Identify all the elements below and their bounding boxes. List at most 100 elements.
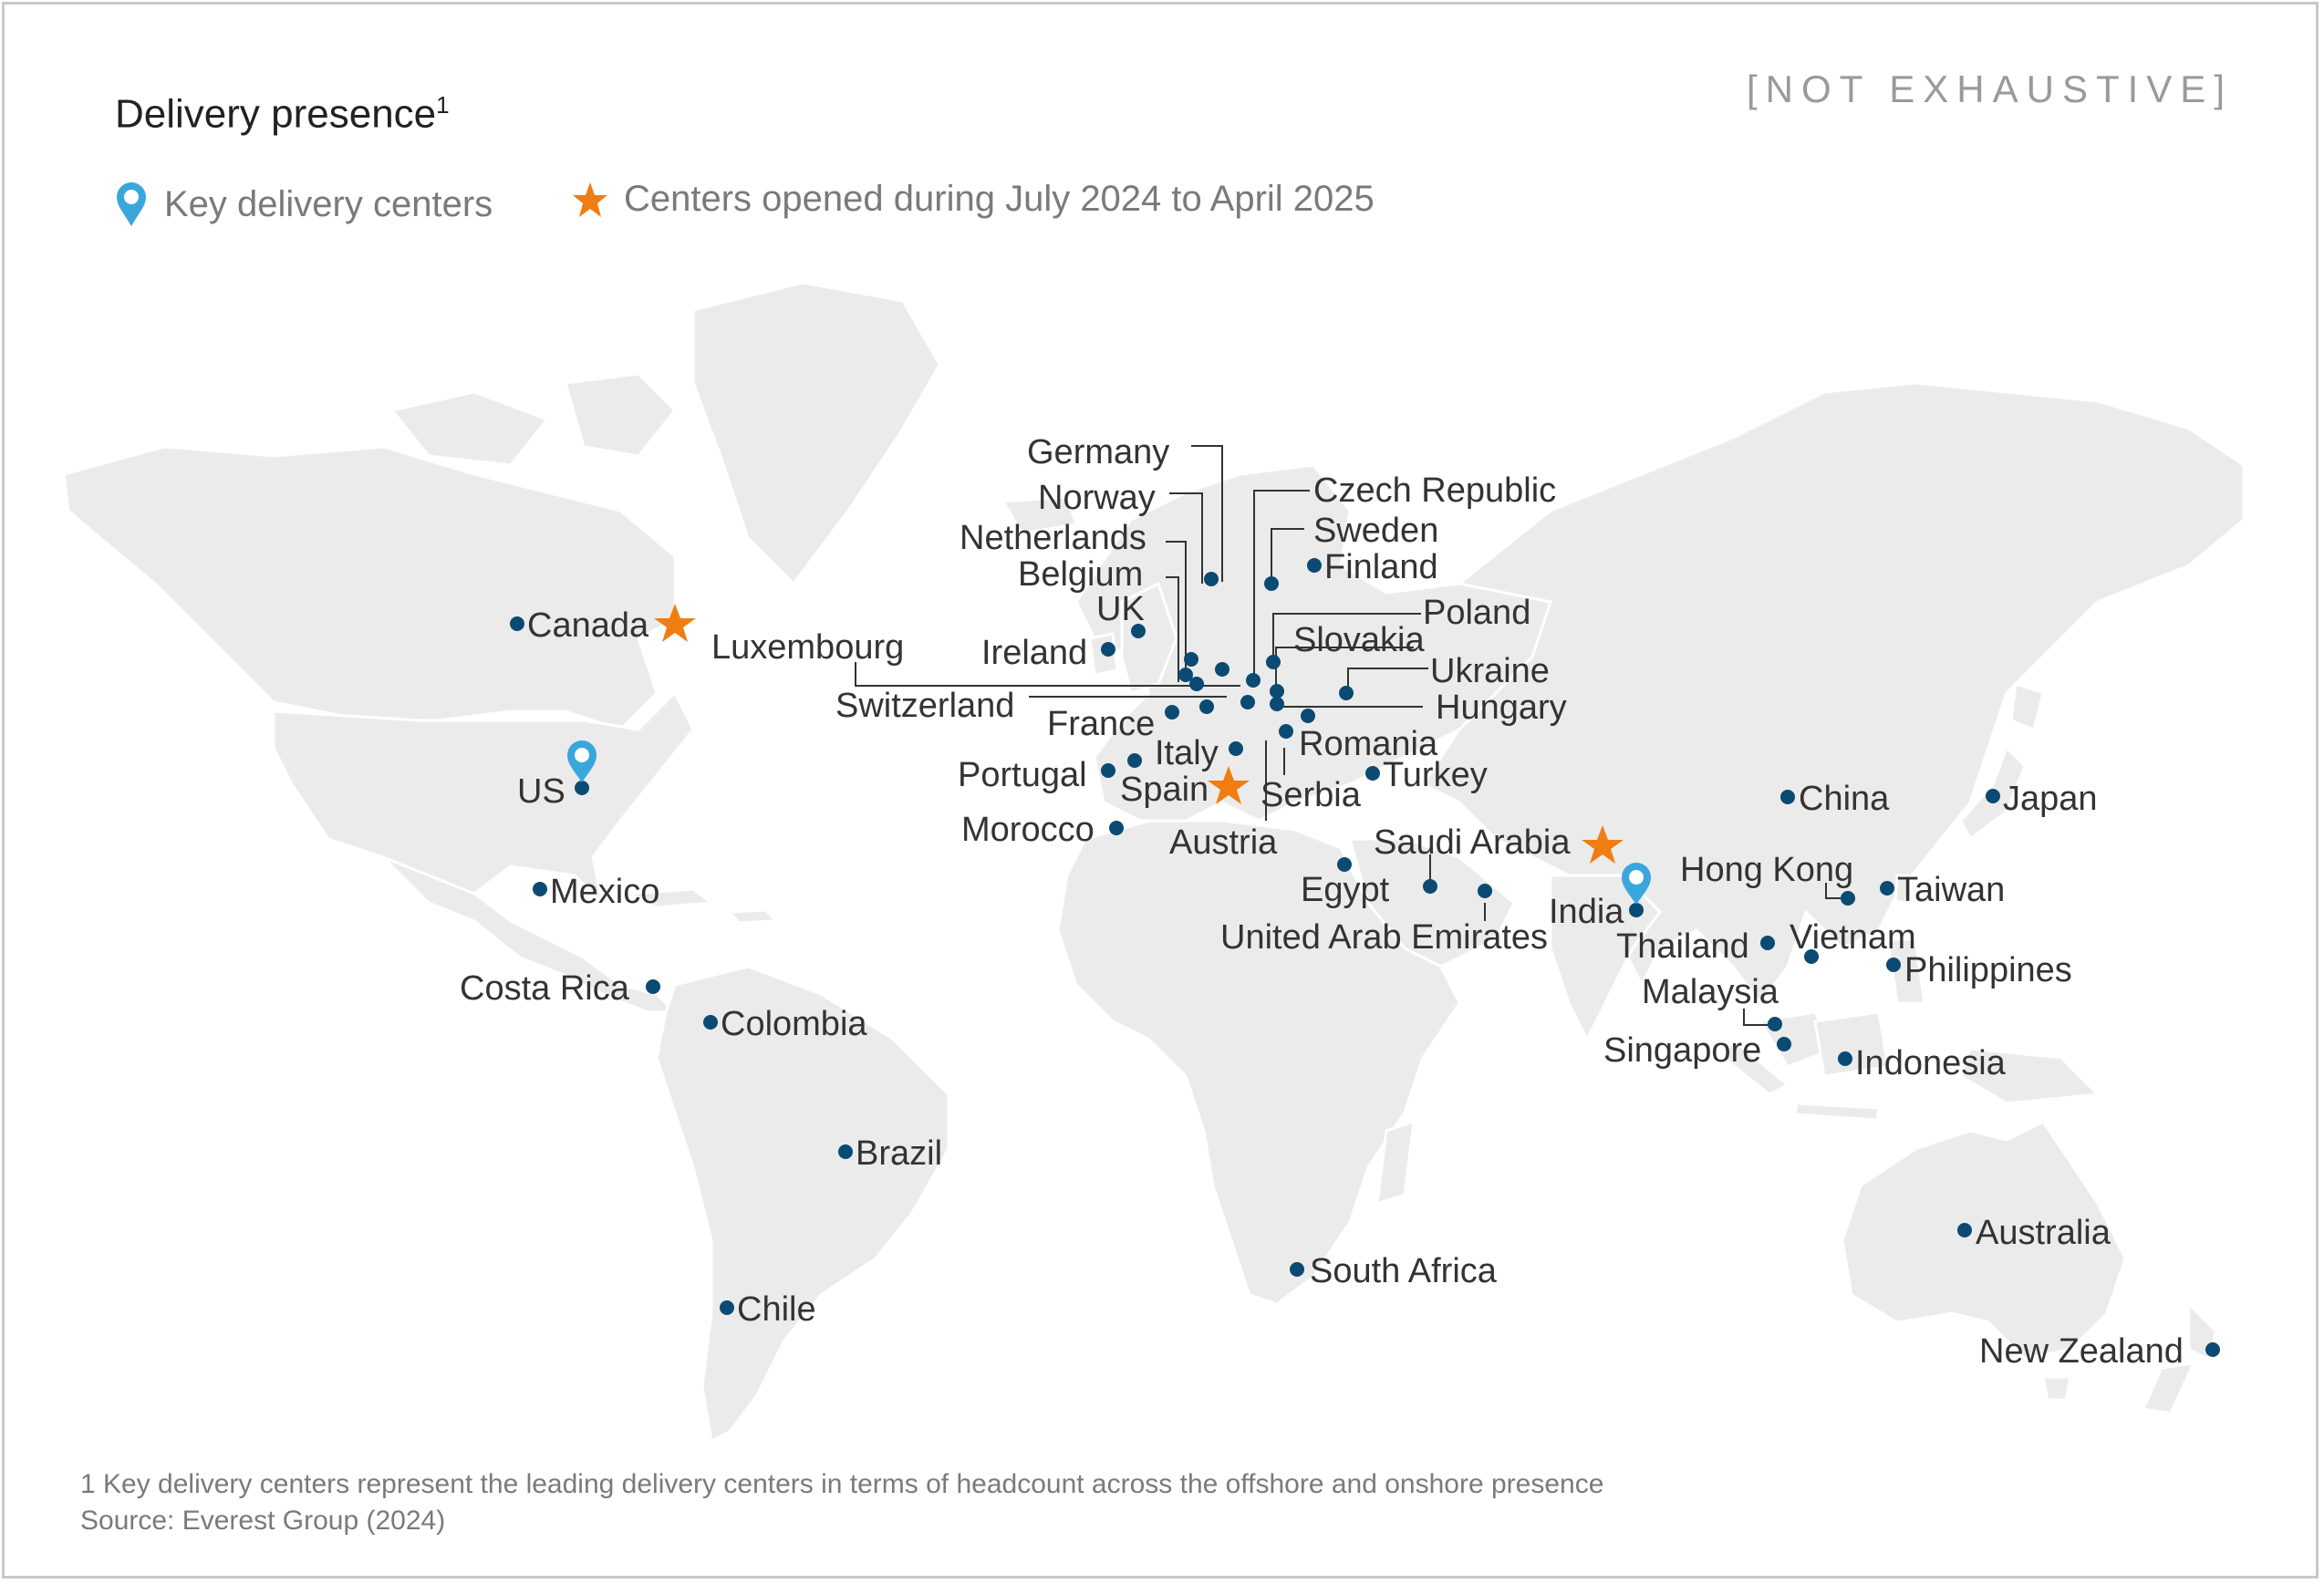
location-dot-turkey: [1365, 766, 1380, 781]
label-brazil: Brazil: [856, 1134, 942, 1173]
label-japan: Japan: [2003, 780, 2098, 818]
location-dot-philippines: [1886, 958, 1901, 972]
label-hong-kong: Hong Kong: [1680, 851, 1853, 889]
country-labels: Canada US Mexico Costa Rica Colombia Bra…: [460, 433, 2184, 1371]
label-norway: Norway: [1038, 479, 1156, 517]
location-dot-costa-rica: [646, 979, 660, 994]
map-pin-icon: [117, 182, 146, 226]
location-dot-ireland: [1101, 642, 1115, 657]
location-dot-germany: [1215, 662, 1229, 677]
location-dot-czech: [1246, 673, 1261, 688]
label-us: US: [517, 772, 565, 811]
label-luxembourg: Luxembourg: [711, 628, 904, 667]
star-icon-spain: [1208, 766, 1250, 804]
location-dot-china: [1780, 790, 1795, 804]
label-south-africa: South Africa: [1310, 1252, 1498, 1290]
location-dot-brazil: [838, 1144, 853, 1159]
location-dot-mexico: [533, 882, 547, 896]
location-dot-indonesia: [1838, 1051, 1852, 1066]
location-dot-vietnam: [1804, 949, 1819, 964]
label-poland: Poland: [1423, 594, 1530, 632]
label-romania: Romania: [1299, 725, 1438, 763]
location-dot-hong-kong: [1841, 891, 1855, 906]
location-dot-morocco: [1109, 821, 1124, 835]
label-canada: Canada: [527, 606, 649, 645]
legend-key-centers-label: Key delivery centers: [164, 183, 493, 224]
location-dot-uae: [1478, 884, 1492, 898]
location-dot-portugal: [1101, 763, 1115, 778]
footnote: 1 Key delivery centers represent the lea…: [80, 1469, 1604, 1499]
location-dot-japan: [1986, 789, 2000, 803]
location-dot-spain: [1127, 753, 1142, 768]
location-dot-india: [1629, 903, 1644, 917]
legend-key-centers: Key delivery centers: [113, 179, 493, 230]
label-vietnam: Vietnam: [1790, 918, 1916, 957]
label-czech: Czech Republic: [1313, 471, 1556, 510]
location-dot-luxembourg: [1189, 677, 1204, 691]
label-indonesia: Indonesia: [1855, 1044, 2007, 1082]
location-dot-taiwan: [1880, 881, 1894, 896]
location-dot-serbia: [1279, 724, 1293, 739]
markers: [510, 558, 2220, 1357]
location-dot-france: [1165, 705, 1179, 720]
location-dot-belgium: [1178, 668, 1193, 682]
location-dot-colombia: [703, 1015, 718, 1030]
label-morocco: Morocco: [961, 811, 1095, 849]
label-sweden: Sweden: [1313, 512, 1438, 550]
location-dot-south-africa: [1290, 1262, 1304, 1277]
label-portugal: Portugal: [958, 756, 1087, 794]
label-chile: Chile: [737, 1290, 816, 1329]
label-china: China: [1799, 780, 1890, 818]
label-italy: Italy: [1155, 734, 1219, 772]
label-colombia: Colombia: [721, 1005, 867, 1043]
location-dot-poland: [1266, 655, 1281, 669]
label-philippines: Philippines: [1904, 951, 2072, 989]
label-india: India: [1549, 893, 1624, 931]
star-icon-canada: [654, 604, 696, 642]
label-uae: United Arab Emirates: [1220, 918, 1548, 957]
location-dot-new-zealand: [2205, 1342, 2220, 1357]
location-dot-canada: [510, 616, 524, 631]
location-dot-hungary: [1270, 697, 1284, 711]
location-dot-singapore: [1777, 1037, 1791, 1051]
location-dot-us: [575, 781, 589, 795]
label-hungary: Hungary: [1436, 688, 1567, 727]
label-taiwan: Taiwan: [1897, 871, 2005, 909]
location-dot-finland: [1307, 558, 1322, 573]
legend-new-centers-label: Centers opened during July 2024 to April…: [624, 179, 1375, 219]
not-exhaustive-label: [NOT EXHAUSTIVE]: [1747, 67, 2233, 110]
label-costa-rica: Costa Rica: [460, 969, 630, 1008]
legend-new-centers: Centers opened during July 2024 to April…: [571, 179, 1375, 220]
label-spain: Spain: [1120, 771, 1209, 809]
location-dot-netherlands: [1184, 652, 1198, 667]
label-mexico: Mexico: [550, 873, 659, 911]
label-thailand: Thailand: [1616, 927, 1749, 966]
star-icon: [573, 181, 607, 217]
label-ukraine: Ukraine: [1430, 652, 1550, 690]
label-finland: Finland: [1324, 548, 1438, 586]
location-dot-saudi: [1423, 879, 1437, 894]
label-singapore: Singapore: [1603, 1031, 1761, 1070]
location-dot-australia: [1957, 1223, 1972, 1237]
label-ireland: Ireland: [981, 634, 1087, 672]
label-belgium: Belgium: [1018, 555, 1143, 594]
location-dot-slovakia: [1270, 684, 1284, 699]
label-netherlands: Netherlands: [960, 519, 1146, 557]
location-dot-italy: [1229, 741, 1243, 756]
label-egypt: Egypt: [1301, 871, 1390, 909]
location-dot-romania: [1301, 709, 1315, 723]
label-germany: Germany: [1027, 433, 1169, 471]
star-icon-saudi: [1582, 825, 1624, 864]
location-dot-chile: [720, 1300, 734, 1315]
label-uk: UK: [1096, 590, 1145, 628]
map-pin-icon-us: [567, 740, 597, 782]
location-dot-switzerland: [1199, 699, 1214, 714]
label-malaysia: Malaysia: [1642, 973, 1779, 1011]
location-dot-norway: [1204, 572, 1219, 586]
label-france: France: [1047, 705, 1155, 743]
location-dot-uk: [1131, 624, 1146, 638]
label-serbia: Serbia: [1261, 776, 1362, 814]
label-australia: Australia: [1976, 1214, 2111, 1252]
